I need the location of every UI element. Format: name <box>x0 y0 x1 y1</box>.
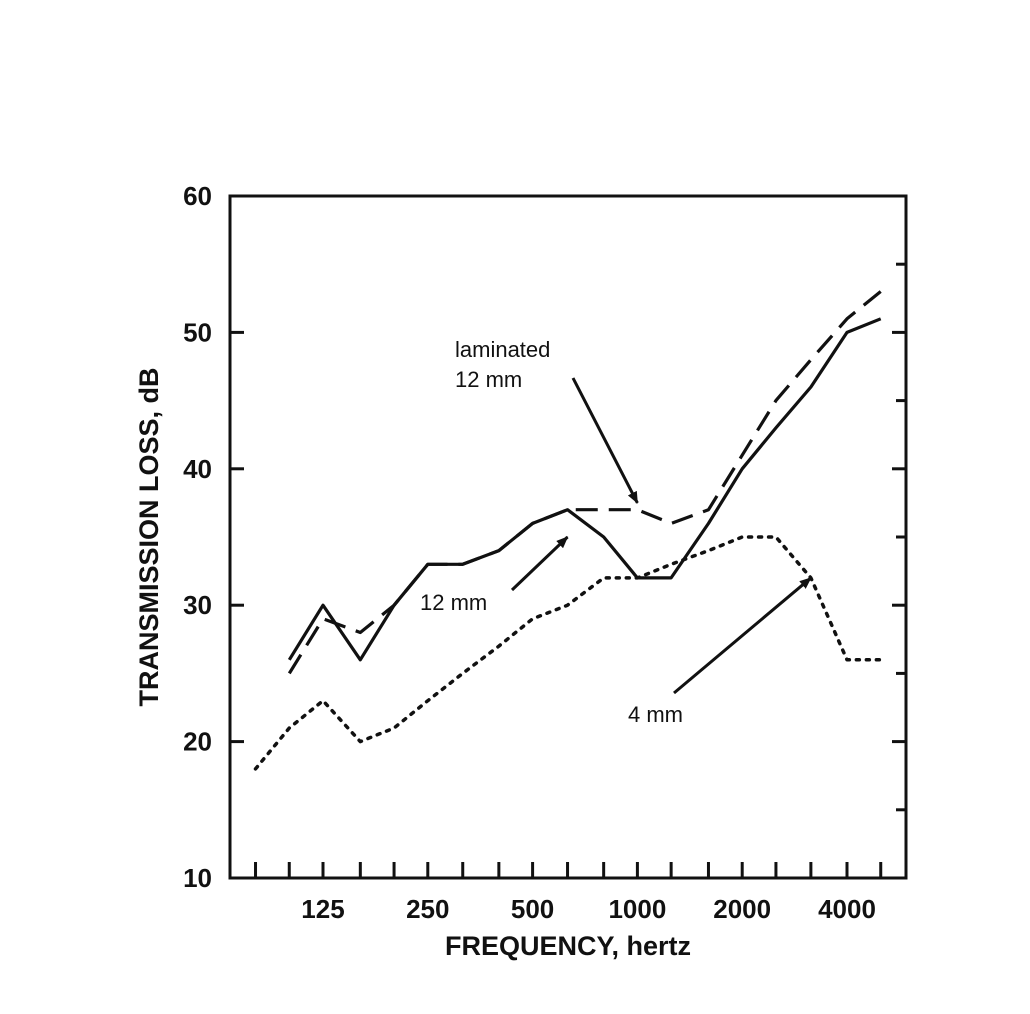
x-axis-title: FREQUENCY, hertz <box>445 931 691 961</box>
series-line-0 <box>287 317 882 662</box>
x-tick-label: 4000 <box>818 894 876 924</box>
y-tick-label: 40 <box>183 454 212 484</box>
y-tick-label: 60 <box>183 181 212 211</box>
annotation-label: 12 mm <box>420 590 487 615</box>
annotation-arrow <box>673 576 812 695</box>
x-axis-ticks: 125 250 500 1000 2000 4000 <box>254 862 883 924</box>
y-tick-label: 50 <box>183 317 212 347</box>
y-axis-ticks: 10 20 30 40 50 60 <box>183 181 906 893</box>
x-tick-label: 250 <box>406 894 449 924</box>
y-tick-label: 30 <box>183 590 212 620</box>
series-line-2 <box>253 535 883 771</box>
x-tick-label: 2000 <box>713 894 771 924</box>
annotation-layer: laminated 12 mm 12 mm 4 mm <box>420 337 812 727</box>
annotation-arrow <box>571 377 639 504</box>
annotation-arrow <box>510 535 569 592</box>
x-tick-label: 125 <box>301 894 344 924</box>
x-tick-label: 500 <box>511 894 554 924</box>
series-line-1 <box>287 290 882 675</box>
series-layer <box>253 290 883 771</box>
annotation-label: 4 mm <box>628 702 683 727</box>
y-tick-label: 20 <box>183 727 212 757</box>
annotation-label: laminated <box>455 337 550 362</box>
x-tick-label: 1000 <box>608 894 666 924</box>
plot-frame <box>228 194 908 880</box>
y-tick-label: 10 <box>183 863 212 893</box>
annotation-label: 12 mm <box>455 367 522 392</box>
y-axis-title: TRANSMISSION LOSS, dB <box>134 367 164 706</box>
